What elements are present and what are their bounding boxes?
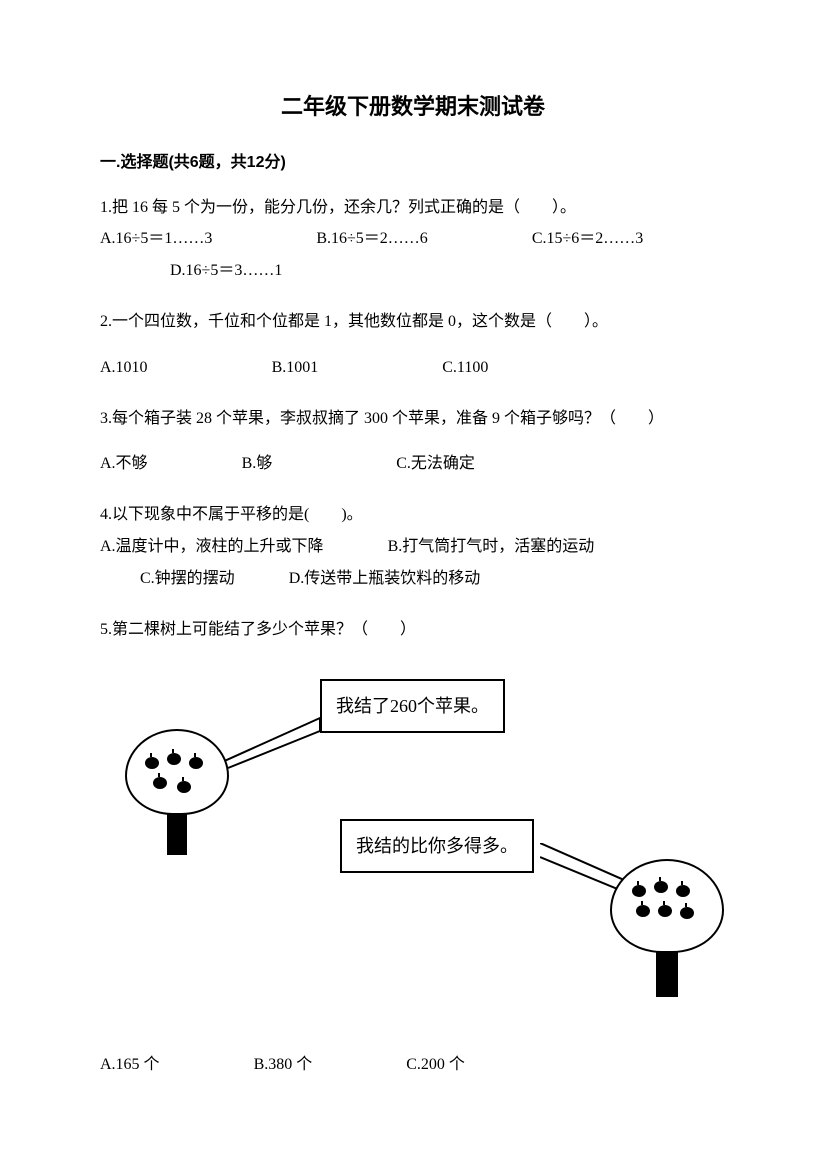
q4-opt-d: D.传送带上瓶装饮料的移动 <box>289 563 481 595</box>
tree1-canopy <box>125 729 229 815</box>
q3-options: A.不够 B.够 C.无法确定 <box>100 448 726 480</box>
q4-options: A.温度计中，液柱的上升或下降 B.打气筒打气时，活塞的运动 C.钟摆的摆动 D… <box>100 531 726 595</box>
section-header: 一.选择题(共6题，共12分) <box>100 151 726 175</box>
apple-icon <box>145 757 159 769</box>
q1-opt-d: D.16÷5＝3……1 <box>170 255 282 287</box>
q3-stem: 3.每个箱子装 28 个苹果，李叔叔摘了 300 个苹果，准备 9 个箱子够吗？… <box>100 404 726 434</box>
question-2: 2.一个四位数，千位和个位都是 1，其他数位都是 0，这个数是（ ）。 A.10… <box>100 307 726 383</box>
apple-icon <box>658 905 672 917</box>
apple-icon <box>680 907 694 919</box>
tree-1 <box>125 729 229 855</box>
q1-options: A.16÷5＝1……3 B.16÷5＝2……6 C.15÷6＝2……3 D.16… <box>100 223 726 287</box>
q3-opt-a: A.不够 <box>100 448 148 480</box>
q2-options: A.1010 B.1001 C.1100 <box>100 352 726 384</box>
question-3: 3.每个箱子装 28 个苹果，李叔叔摘了 300 个苹果，准备 9 个箱子够吗？… <box>100 404 726 480</box>
tree-2 <box>610 859 724 997</box>
apple-icon <box>636 905 650 917</box>
speech-bubble-1: 我结了260个苹果。 <box>320 679 505 733</box>
bubble2-text: 我结的比你多得多。 <box>356 836 518 856</box>
q5-options: A.165 个 B.380 个 C.200 个 <box>100 1049 726 1081</box>
apple-icon <box>632 885 646 897</box>
q1-opt-a: A.16÷5＝1……3 <box>100 223 212 255</box>
tree1-trunk <box>167 813 187 855</box>
q2-opt-b: B.1001 <box>272 352 319 384</box>
apple-icon <box>676 885 690 897</box>
question-1: 1.把 16 每 5 个为一份，能分几份，还余几？列式正确的是（ ）。 A.16… <box>100 193 726 287</box>
exam-page: 二年级下册数学期末测试卷 一.选择题(共6题，共12分) 1.把 16 每 5 … <box>0 0 826 1169</box>
apple-icon <box>177 781 191 793</box>
q2-opt-a: A.1010 <box>100 352 148 384</box>
page-title: 二年级下册数学期末测试卷 <box>100 90 726 123</box>
q4-opt-b: B.打气筒打气时，活塞的运动 <box>388 531 595 563</box>
q5-opt-a: A.165 个 <box>100 1049 160 1081</box>
apple-icon <box>189 757 203 769</box>
question-5: 5.第二棵树上可能结了多少个苹果？（ ） 我结了260个苹果。 <box>100 615 726 1081</box>
q1-opt-b: B.16÷5＝2……6 <box>316 223 427 255</box>
q4-opt-a: A.温度计中，液柱的上升或下降 <box>100 531 324 563</box>
q2-opt-c: C.1100 <box>442 352 488 384</box>
q3-opt-b: B.够 <box>242 448 273 480</box>
q5-figure: 我结了260个苹果。 我结的比你多得多。 <box>100 669 720 1009</box>
tree2-canopy <box>610 859 724 953</box>
q5-opt-b: B.380 个 <box>254 1049 313 1081</box>
q5-opt-c: C.200 个 <box>406 1049 465 1081</box>
speech-bubble-2: 我结的比你多得多。 <box>340 819 534 873</box>
bubble1-pointer <box>220 713 330 773</box>
q4-stem: 4.以下现象中不属于平移的是( )。 <box>100 500 726 530</box>
q5-stem: 5.第二棵树上可能结了多少个苹果？（ ） <box>100 615 726 645</box>
tree2-trunk <box>656 951 678 997</box>
question-4: 4.以下现象中不属于平移的是( )。 A.温度计中，液柱的上升或下降 B.打气筒… <box>100 500 726 594</box>
apple-icon <box>153 777 167 789</box>
bubble1-text: 我结了260个苹果。 <box>336 696 489 716</box>
q1-opt-c: C.15÷6＝2……3 <box>532 223 643 255</box>
q4-opt-c: C.钟摆的摆动 <box>140 563 235 595</box>
apple-icon <box>167 753 181 765</box>
q1-stem: 1.把 16 每 5 个为一份，能分几份，还余几？列式正确的是（ ）。 <box>100 193 726 223</box>
q3-opt-c: C.无法确定 <box>396 448 475 480</box>
apple-icon <box>654 881 668 893</box>
q2-stem: 2.一个四位数，千位和个位都是 1，其他数位都是 0，这个数是（ ）。 <box>100 307 726 337</box>
